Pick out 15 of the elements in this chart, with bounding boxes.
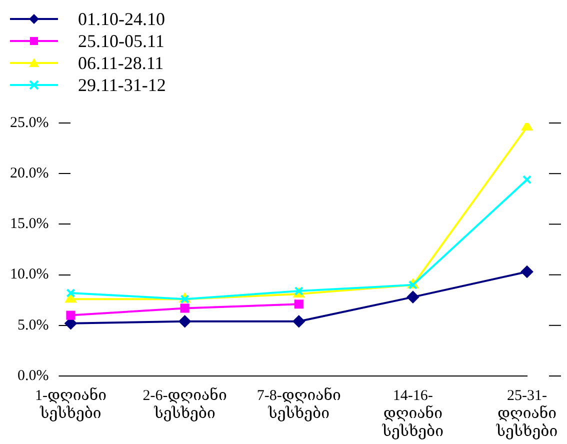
x-tick-label: 2-6-დღიანი სესხები	[142, 386, 227, 422]
legend-label: 01.10-24.10	[78, 8, 165, 30]
x-tick-label: 1-დღიანი სესხები	[34, 386, 107, 422]
y-tick-label: 20.0%	[10, 166, 49, 182]
legend-label: 25.10-05.11	[78, 30, 164, 52]
y-tick-label: 0.0%	[17, 368, 49, 384]
legend-label: 29.11-31-12	[78, 74, 166, 96]
y-tick-label: 5.0%	[17, 317, 49, 334]
y-tick-label: 15.0%	[10, 216, 49, 232]
y-tick-label: 25.0%	[10, 114, 49, 131]
x-tick-label: 14-16-დღიანი სესხები	[381, 388, 444, 440]
y-tick-label: 10.0%	[10, 266, 49, 283]
legend-label: 06.11-28.11	[78, 52, 164, 74]
x-tick-label: 7-8-დღიანი სესხები	[256, 386, 341, 422]
x-tick-label: 25-31-დღიანი სესხები	[495, 388, 558, 440]
